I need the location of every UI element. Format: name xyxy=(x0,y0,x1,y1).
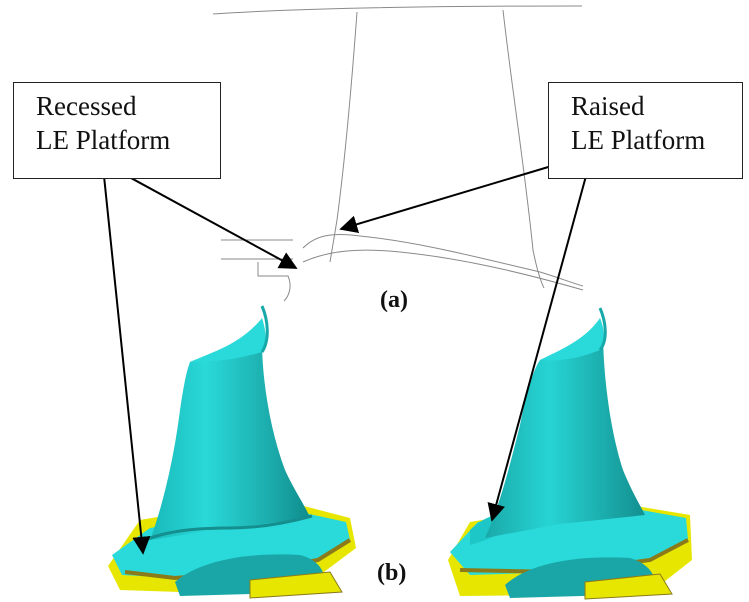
caption-a: (a) xyxy=(380,287,408,313)
recessed-label-line1: Recessed xyxy=(36,91,137,121)
blade-3d-raised xyxy=(448,307,692,600)
raised-label-line2: LE Platform xyxy=(571,125,706,155)
fir-tree-right xyxy=(584,573,673,600)
fillet-left xyxy=(144,514,313,542)
blade-tip-edge-left xyxy=(260,305,269,353)
raised-platform-line xyxy=(302,234,584,287)
recessed-le-platform-label: Recessed LE Platform xyxy=(13,82,221,179)
raised-le-platform-label: Raised LE Platform xyxy=(548,82,743,179)
raised-label-line1: Raised xyxy=(571,91,645,121)
recessed-step xyxy=(257,262,291,302)
arrow-raised-to-3d xyxy=(487,175,587,522)
blade-tip-right xyxy=(540,318,605,361)
blade-trailing-edge-outline xyxy=(502,9,545,289)
casing-line xyxy=(212,5,583,15)
blade-tip-edge-right xyxy=(598,307,607,351)
blade-body-left xyxy=(150,340,310,540)
arrow-raised-to-section xyxy=(339,164,556,233)
leader-arrows xyxy=(103,164,587,555)
blade-body-right xyxy=(485,330,645,538)
section-outline-a xyxy=(212,5,584,302)
caption-b: (b) xyxy=(377,560,407,586)
raised-platform-line-2 xyxy=(302,249,584,291)
blade-3d-recessed xyxy=(108,305,356,599)
arrow-recessed-to-section xyxy=(119,171,298,269)
blade-tip-left xyxy=(190,318,266,362)
fir-tree-left xyxy=(249,571,343,599)
recessed-label-line2: LE Platform xyxy=(36,125,171,155)
arrow-recessed-to-3d xyxy=(103,175,151,555)
blade-leading-edge-outline xyxy=(329,11,358,263)
